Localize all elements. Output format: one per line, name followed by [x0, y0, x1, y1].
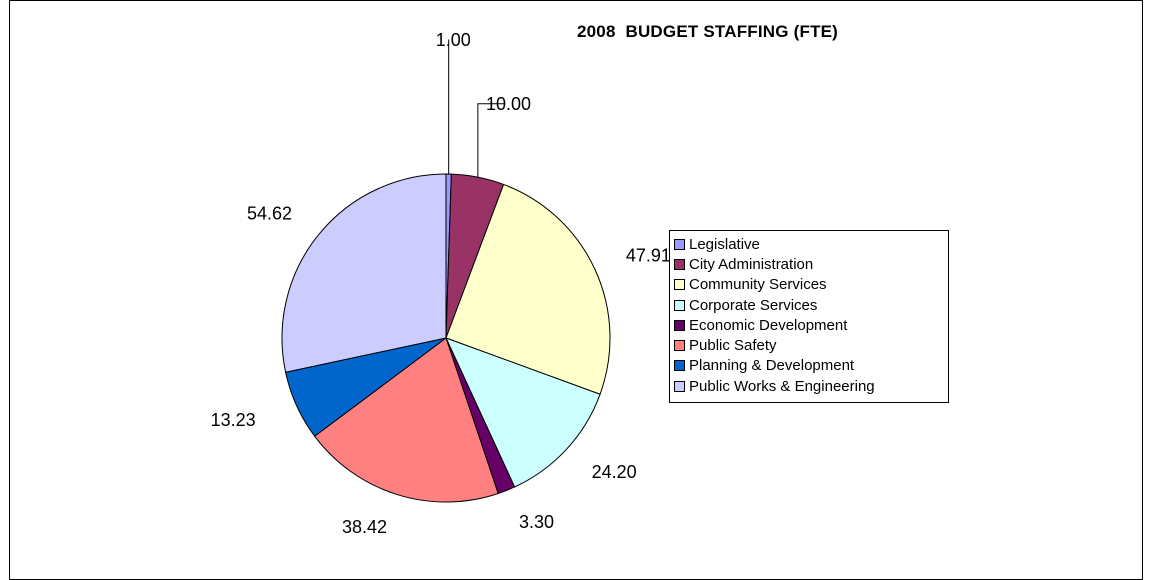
legend-label: City Administration [689, 255, 814, 273]
legend-item-economic-development: Economic Development [670, 315, 948, 335]
legend-swatch [674, 380, 685, 392]
data-label-community-services: 47.91 [626, 245, 671, 265]
legend-item-planning-and-development: Planning & Development [670, 356, 948, 376]
legend-label: Legislative [689, 235, 760, 253]
legend-item-public-safety: Public Safety [670, 335, 948, 355]
legend-swatch [674, 258, 685, 270]
data-label-economic-development: 3.30 [519, 512, 554, 532]
data-label-city-administration: 10.00 [486, 94, 531, 114]
pie-slice-community-services [445, 183, 611, 395]
pie-slice-public-works-and-engineering [281, 173, 447, 373]
data-label-corporate-services: 24.20 [592, 462, 637, 482]
data-label-planning-and-development: 13.23 [211, 410, 256, 430]
legend-item-city-administration: City Administration [670, 254, 948, 274]
data-label-legislative: 1.00 [436, 30, 471, 50]
leader-line-city-administration [477, 103, 505, 178]
legend-item-legislative: Legislative [670, 234, 948, 254]
data-label-public-safety: 38.42 [342, 517, 387, 537]
legend-swatch [674, 319, 685, 331]
pie-slice-public-safety [313, 337, 499, 503]
legend: Legislative City Administration Community … [669, 230, 949, 403]
legend-item-community-services: Community Services [670, 275, 948, 295]
legend-label: Planning & Development [689, 357, 855, 375]
legend-label: Public Works & Engineering [689, 377, 875, 395]
pie-slice-corporate-services [445, 337, 601, 488]
legend-swatch [674, 299, 685, 311]
legend-swatch [674, 360, 685, 372]
leader-lines [448, 39, 505, 178]
legend-label: Corporate Services [689, 296, 818, 314]
legend-item-corporate-services: Corporate Services [670, 295, 948, 315]
legend-swatch [674, 238, 685, 250]
legend-item-public-works-and-engineering: Public Works & Engineering [670, 376, 948, 396]
data-label-public-works-and-engineering: 54.62 [247, 203, 292, 223]
legend-label: Economic Development [689, 316, 848, 334]
pie-slices [281, 173, 611, 503]
leader-line-legislative [448, 39, 450, 175]
chart-title: 2008 BUDGET STAFFING (FTE) [577, 22, 839, 41]
legend-swatch [674, 279, 685, 291]
legend-swatch [674, 340, 685, 352]
data-labels: 1.00 10.00 47.91 24.20 3.30 38.42 13.23 54.62 [211, 30, 671, 537]
legend-label: Public Safety [689, 337, 777, 355]
legend-label: Community Services [689, 276, 827, 294]
